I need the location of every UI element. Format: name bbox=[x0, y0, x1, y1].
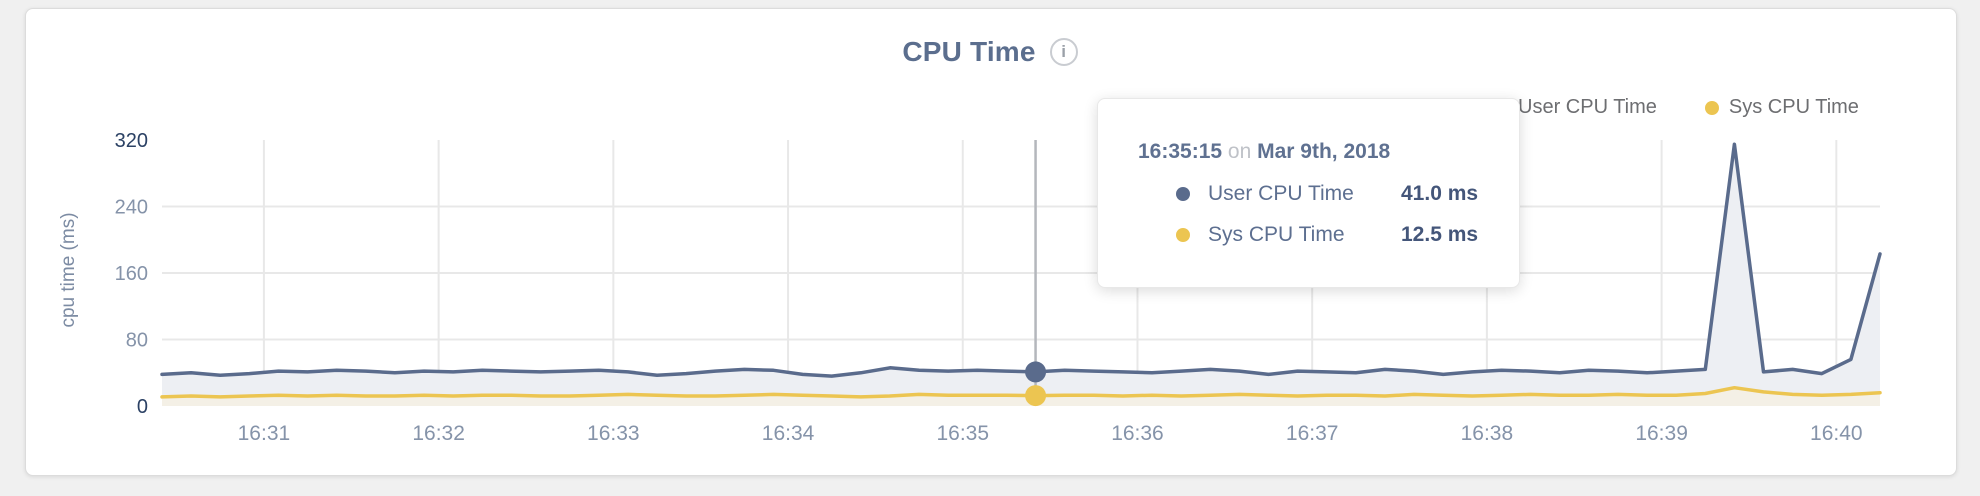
y-tick-label: 80 bbox=[126, 330, 148, 352]
sys-series-dot-icon bbox=[1176, 228, 1190, 242]
y-tick-label: 320 bbox=[115, 130, 148, 152]
tooltip-date: Mar 9th, 2018 bbox=[1257, 140, 1391, 163]
user-line bbox=[160, 142, 1882, 378]
user-series-dot-icon bbox=[1176, 187, 1190, 201]
tooltip-series-value: 41.0 ms bbox=[1401, 182, 1479, 205]
y-tick-label: 160 bbox=[115, 263, 148, 285]
tooltip-series-label: User CPU Time bbox=[1208, 182, 1354, 205]
info-icon[interactable]: i bbox=[1049, 38, 1078, 66]
x-tick-label: 16:39 bbox=[1635, 422, 1688, 445]
tooltip-row-sys: Sys CPU Time 12.5 ms bbox=[1138, 221, 1519, 249]
tooltip-row-user: User CPU Time 41.0 ms bbox=[1138, 180, 1519, 208]
x-tick-label: 16:32 bbox=[412, 422, 465, 445]
x-tick-label: 16:40 bbox=[1810, 422, 1863, 445]
x-tick-label: 16:31 bbox=[238, 422, 291, 445]
y-tick-label: 240 bbox=[115, 197, 148, 219]
legend-label: Sys CPU Time bbox=[1728, 96, 1859, 118]
x-tick-label: 16:38 bbox=[1461, 422, 1514, 445]
hover-marker-user bbox=[1025, 361, 1047, 383]
y-tick-label: 0 bbox=[137, 396, 148, 418]
page-title: CPU Time bbox=[902, 36, 1036, 67]
hover-tooltip: 16:35:15 on Mar 9th, 2018 User CPU Time … bbox=[1097, 98, 1520, 288]
x-tick-label: 16:37 bbox=[1286, 422, 1339, 445]
legend: User CPU Time Sys CPU Time bbox=[1494, 96, 1859, 119]
x-tick-label: 16:36 bbox=[1111, 422, 1164, 445]
tooltip-timestamp: 16:35:15 on Mar 9th, 2018 bbox=[1138, 137, 1519, 167]
tooltip-time: 16:35:15 bbox=[1138, 140, 1223, 163]
x-tick-label: 16:33 bbox=[587, 422, 640, 445]
tooltip-series-label: Sys CPU Time bbox=[1208, 223, 1345, 246]
legend-label: User CPU Time bbox=[1518, 96, 1657, 118]
sys-series-dot-icon bbox=[1704, 100, 1719, 115]
sys-line bbox=[160, 385, 1882, 399]
hover-marker-sys bbox=[1025, 385, 1047, 407]
legend-item-sys-cpu-time[interactable]: Sys CPU Time bbox=[1704, 96, 1859, 119]
tooltip-series-value: 12.5 ms bbox=[1401, 223, 1479, 246]
chart-header: CPU Time i bbox=[25, 36, 1955, 68]
x-tick-label: 16:34 bbox=[762, 422, 815, 445]
user-area bbox=[162, 144, 1880, 406]
tooltip-conjunction: on bbox=[1227, 140, 1252, 163]
x-tick-label: 16:35 bbox=[936, 422, 989, 445]
